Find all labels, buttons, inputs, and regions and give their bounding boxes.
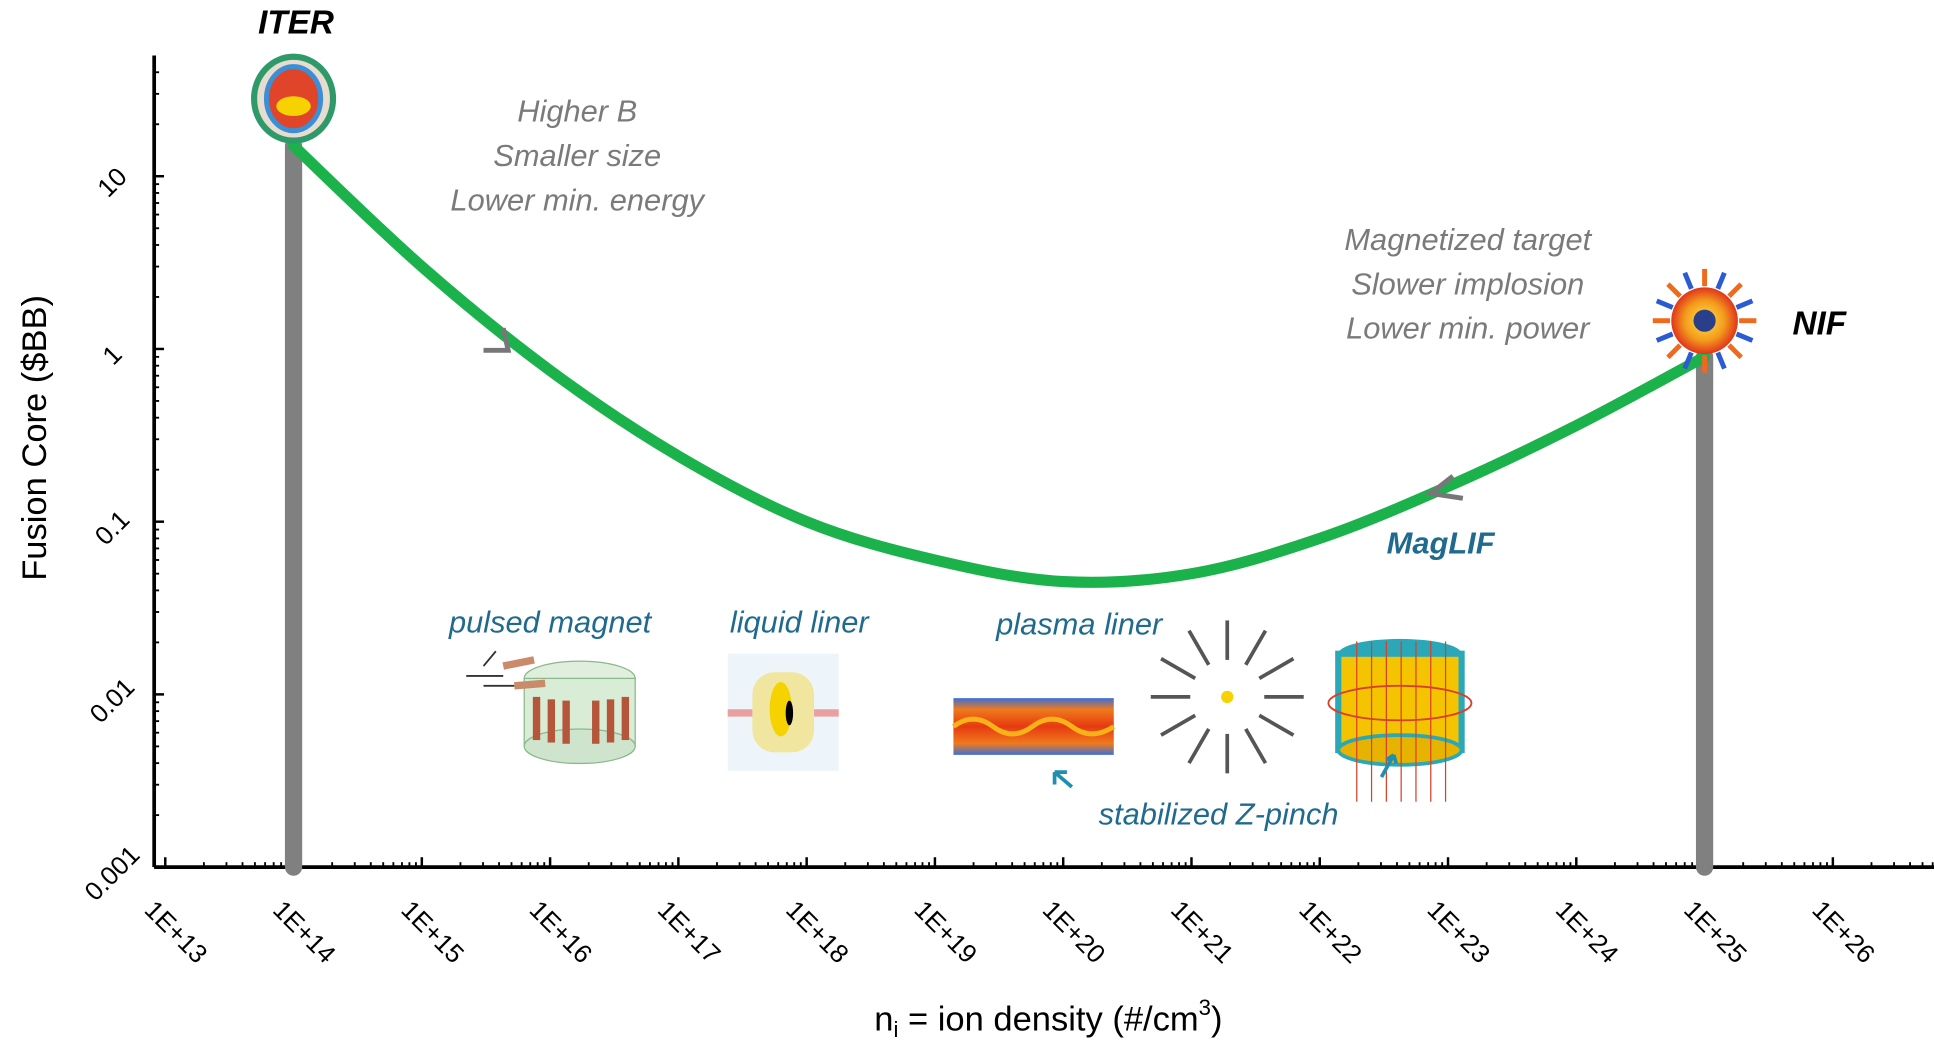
chart: 1E+13 1E+14 1E+15 1E+16 1E+17 1E+18 1E+19 1E+20… bbox=[0, 0, 1934, 1044]
nif-icon bbox=[1693, 310, 1715, 332]
annotation: Magnetized target bbox=[1344, 222, 1592, 257]
x-axis-label-part: 3 bbox=[1199, 995, 1211, 1020]
maglif-target-icon bbox=[1328, 639, 1471, 802]
x-tick-label: 1E+13 bbox=[139, 896, 212, 969]
x-tick-label: 1E+26 bbox=[1807, 896, 1880, 969]
x-tick-label: 1E+19 bbox=[909, 896, 982, 969]
nif-label: NIF bbox=[1792, 305, 1847, 342]
nif-ray bbox=[1729, 284, 1741, 296]
annotation: plasma liner bbox=[995, 607, 1164, 642]
x-tick-label: 1E+23 bbox=[1422, 896, 1495, 969]
x-tick-label: 1E+25 bbox=[1678, 896, 1751, 969]
gun bbox=[1246, 729, 1266, 763]
annotation: Lower min. power bbox=[1346, 311, 1591, 346]
x-axis-label: ni = ion density (#/cm3) bbox=[874, 995, 1222, 1042]
x-tick-label: 1E+16 bbox=[524, 896, 597, 969]
x-tick-label: 1E+21 bbox=[1165, 896, 1238, 969]
liquid-liner-icon bbox=[728, 654, 839, 771]
x-tick-label: 1E+15 bbox=[395, 896, 468, 969]
gun bbox=[1189, 631, 1209, 665]
x-tick-label: 1E+22 bbox=[1293, 896, 1366, 969]
x-tick-label: 1E+24 bbox=[1550, 896, 1623, 969]
nif-ray bbox=[1668, 284, 1680, 296]
x-tick-label: 1E+14 bbox=[267, 896, 340, 969]
iter-label: ITER bbox=[258, 4, 334, 41]
plasma-liner-icon bbox=[953, 698, 1113, 755]
gun bbox=[1259, 659, 1293, 679]
annotation: liquid liner bbox=[730, 604, 871, 639]
annotation: pulsed magnet bbox=[448, 604, 653, 639]
nif-ray bbox=[1736, 334, 1752, 341]
x-tick-label: 1E+20 bbox=[1037, 896, 1110, 969]
y-tick-label: 1 bbox=[98, 341, 128, 371]
nif-ray bbox=[1657, 301, 1673, 308]
iter-icon bbox=[276, 96, 311, 116]
gun bbox=[1161, 715, 1195, 735]
annotation: MagLIF bbox=[1387, 525, 1496, 560]
x-axis-label-part: n bbox=[874, 1000, 893, 1038]
nif-ray bbox=[1657, 334, 1673, 341]
x-tick-label: 1E+18 bbox=[780, 896, 853, 969]
gun bbox=[1161, 659, 1195, 679]
gun bbox=[1246, 631, 1266, 665]
x-axis-label-part: = ion density (#/cm bbox=[898, 1000, 1198, 1038]
pulsed-magnet-icon bbox=[466, 651, 635, 763]
annotation: Higher B bbox=[517, 94, 637, 129]
annotation: Smaller size bbox=[493, 138, 661, 173]
nif-ray bbox=[1736, 301, 1752, 308]
x-axis-label-part: ) bbox=[1211, 1000, 1222, 1038]
y-tick-label: 10 bbox=[93, 163, 133, 203]
annotation: stabilized Z-pinch bbox=[1099, 797, 1339, 832]
gun bbox=[1189, 729, 1209, 763]
y-tick-label: 0.01 bbox=[85, 673, 140, 728]
nif-ray bbox=[1718, 353, 1725, 369]
plasma-guns-icon bbox=[1151, 620, 1304, 773]
y-axis-label: Fusion Core ($BB) bbox=[16, 295, 54, 581]
nif-ray bbox=[1685, 273, 1692, 289]
y-tick-label: 0.1 bbox=[90, 506, 135, 551]
annotation: Lower min. energy bbox=[450, 182, 705, 217]
nif-ray bbox=[1718, 273, 1725, 289]
nif-ray bbox=[1668, 345, 1680, 357]
nif-ray bbox=[1729, 345, 1741, 357]
x-tick-label: 1E+17 bbox=[652, 896, 725, 969]
y-tick-label: 0.001 bbox=[80, 841, 146, 907]
annotation: Slower implosion bbox=[1351, 266, 1584, 301]
gun bbox=[1259, 715, 1293, 735]
